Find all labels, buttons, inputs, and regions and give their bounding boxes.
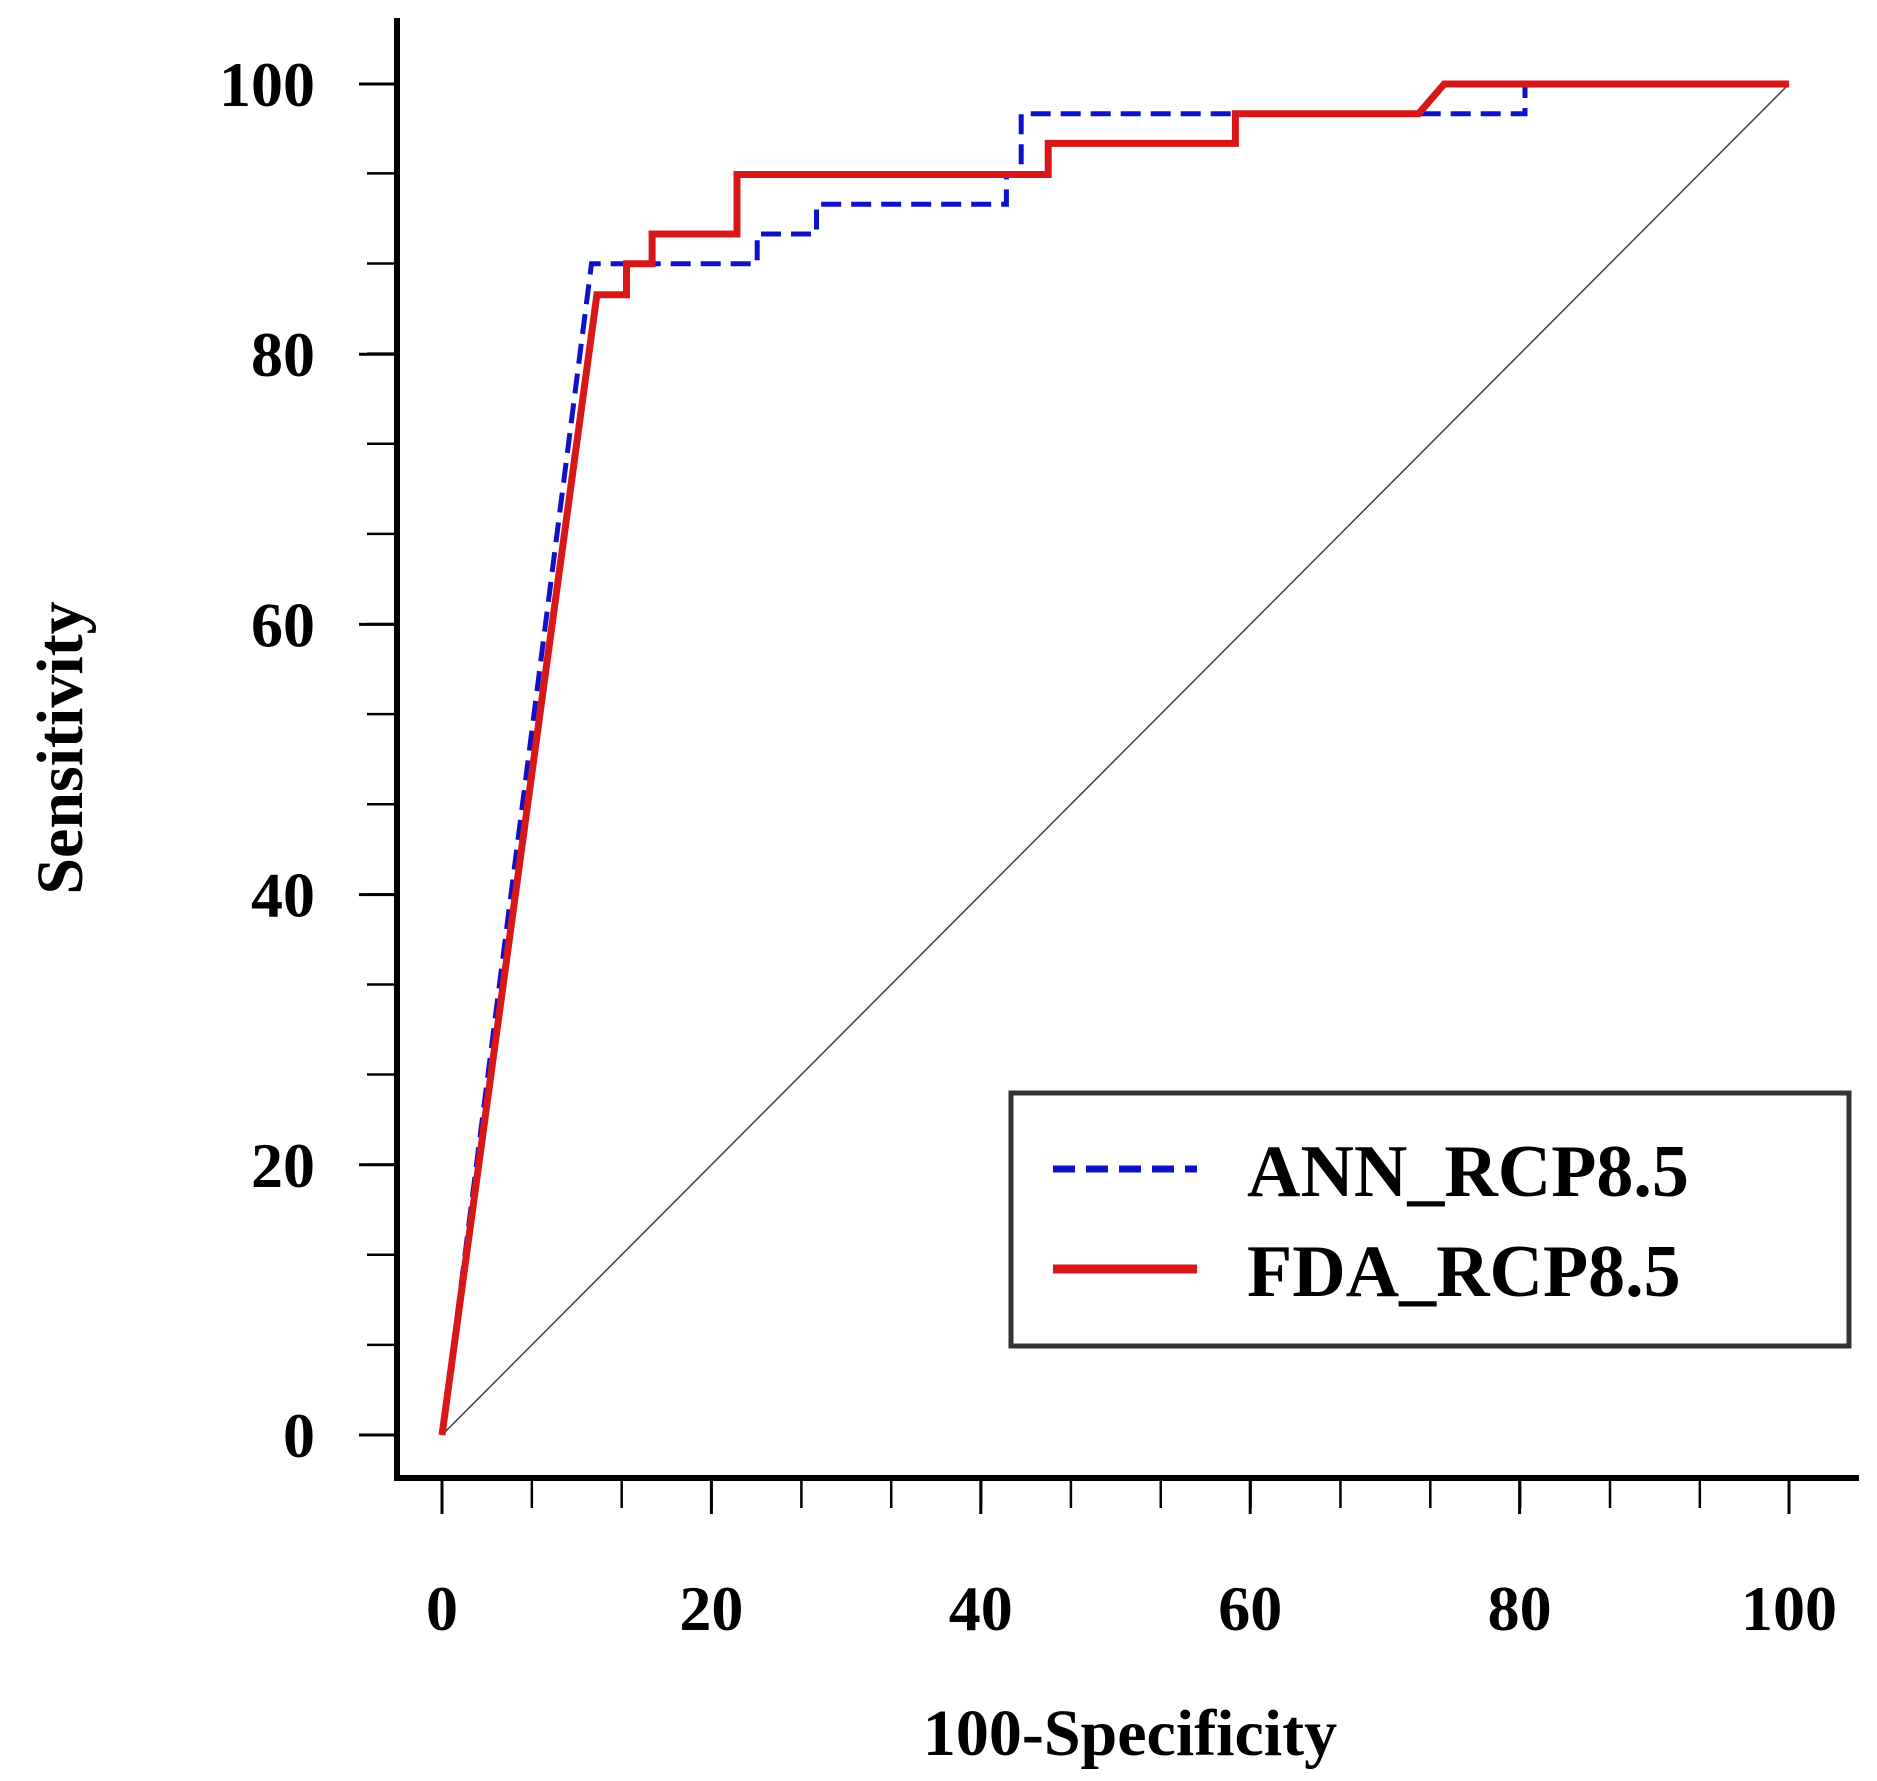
- tick-marks: [359, 82, 1791, 1514]
- legend-label-ann: ANN_RCP8.5: [1247, 1131, 1689, 1213]
- x-tick-label: 80: [1488, 1573, 1552, 1644]
- y-tick-label: 0: [283, 1400, 315, 1471]
- x-tick-label: 40: [949, 1573, 1013, 1644]
- legend: ANN_RCP8.5 FDA_RCP8.5: [1008, 1090, 1852, 1349]
- series-line-fda-rcp8-5: [438, 80, 1789, 1436]
- x-axis-title: 100-Specificity: [923, 1697, 1337, 1770]
- x-tick-label: 100: [1741, 1573, 1837, 1644]
- axes: [394, 18, 1859, 1481]
- plot-area: [438, 80, 1790, 1436]
- y-axis-title: Sensitivity: [24, 601, 97, 894]
- y-tick-label: 20: [251, 1130, 315, 1201]
- y-tick-label: 60: [251, 589, 315, 660]
- y-tick-label: 100: [219, 49, 315, 120]
- x-tick-label: 20: [679, 1573, 743, 1644]
- tick-labels: 0 20 40 60 80 100 0 20 40 60 80 100: [219, 49, 1837, 1644]
- reference-diagonal-line: [441, 83, 1790, 1436]
- y-tick-label: 40: [251, 860, 315, 931]
- x-tick-label: 0: [426, 1573, 458, 1644]
- legend-box: [1008, 1090, 1852, 1349]
- y-tick-label: 80: [251, 319, 315, 390]
- legend-label-fda: FDA_RCP8.5: [1247, 1231, 1681, 1313]
- series-line-ann-rcp8-5: [439, 81, 1789, 1436]
- x-tick-label: 60: [1218, 1573, 1282, 1644]
